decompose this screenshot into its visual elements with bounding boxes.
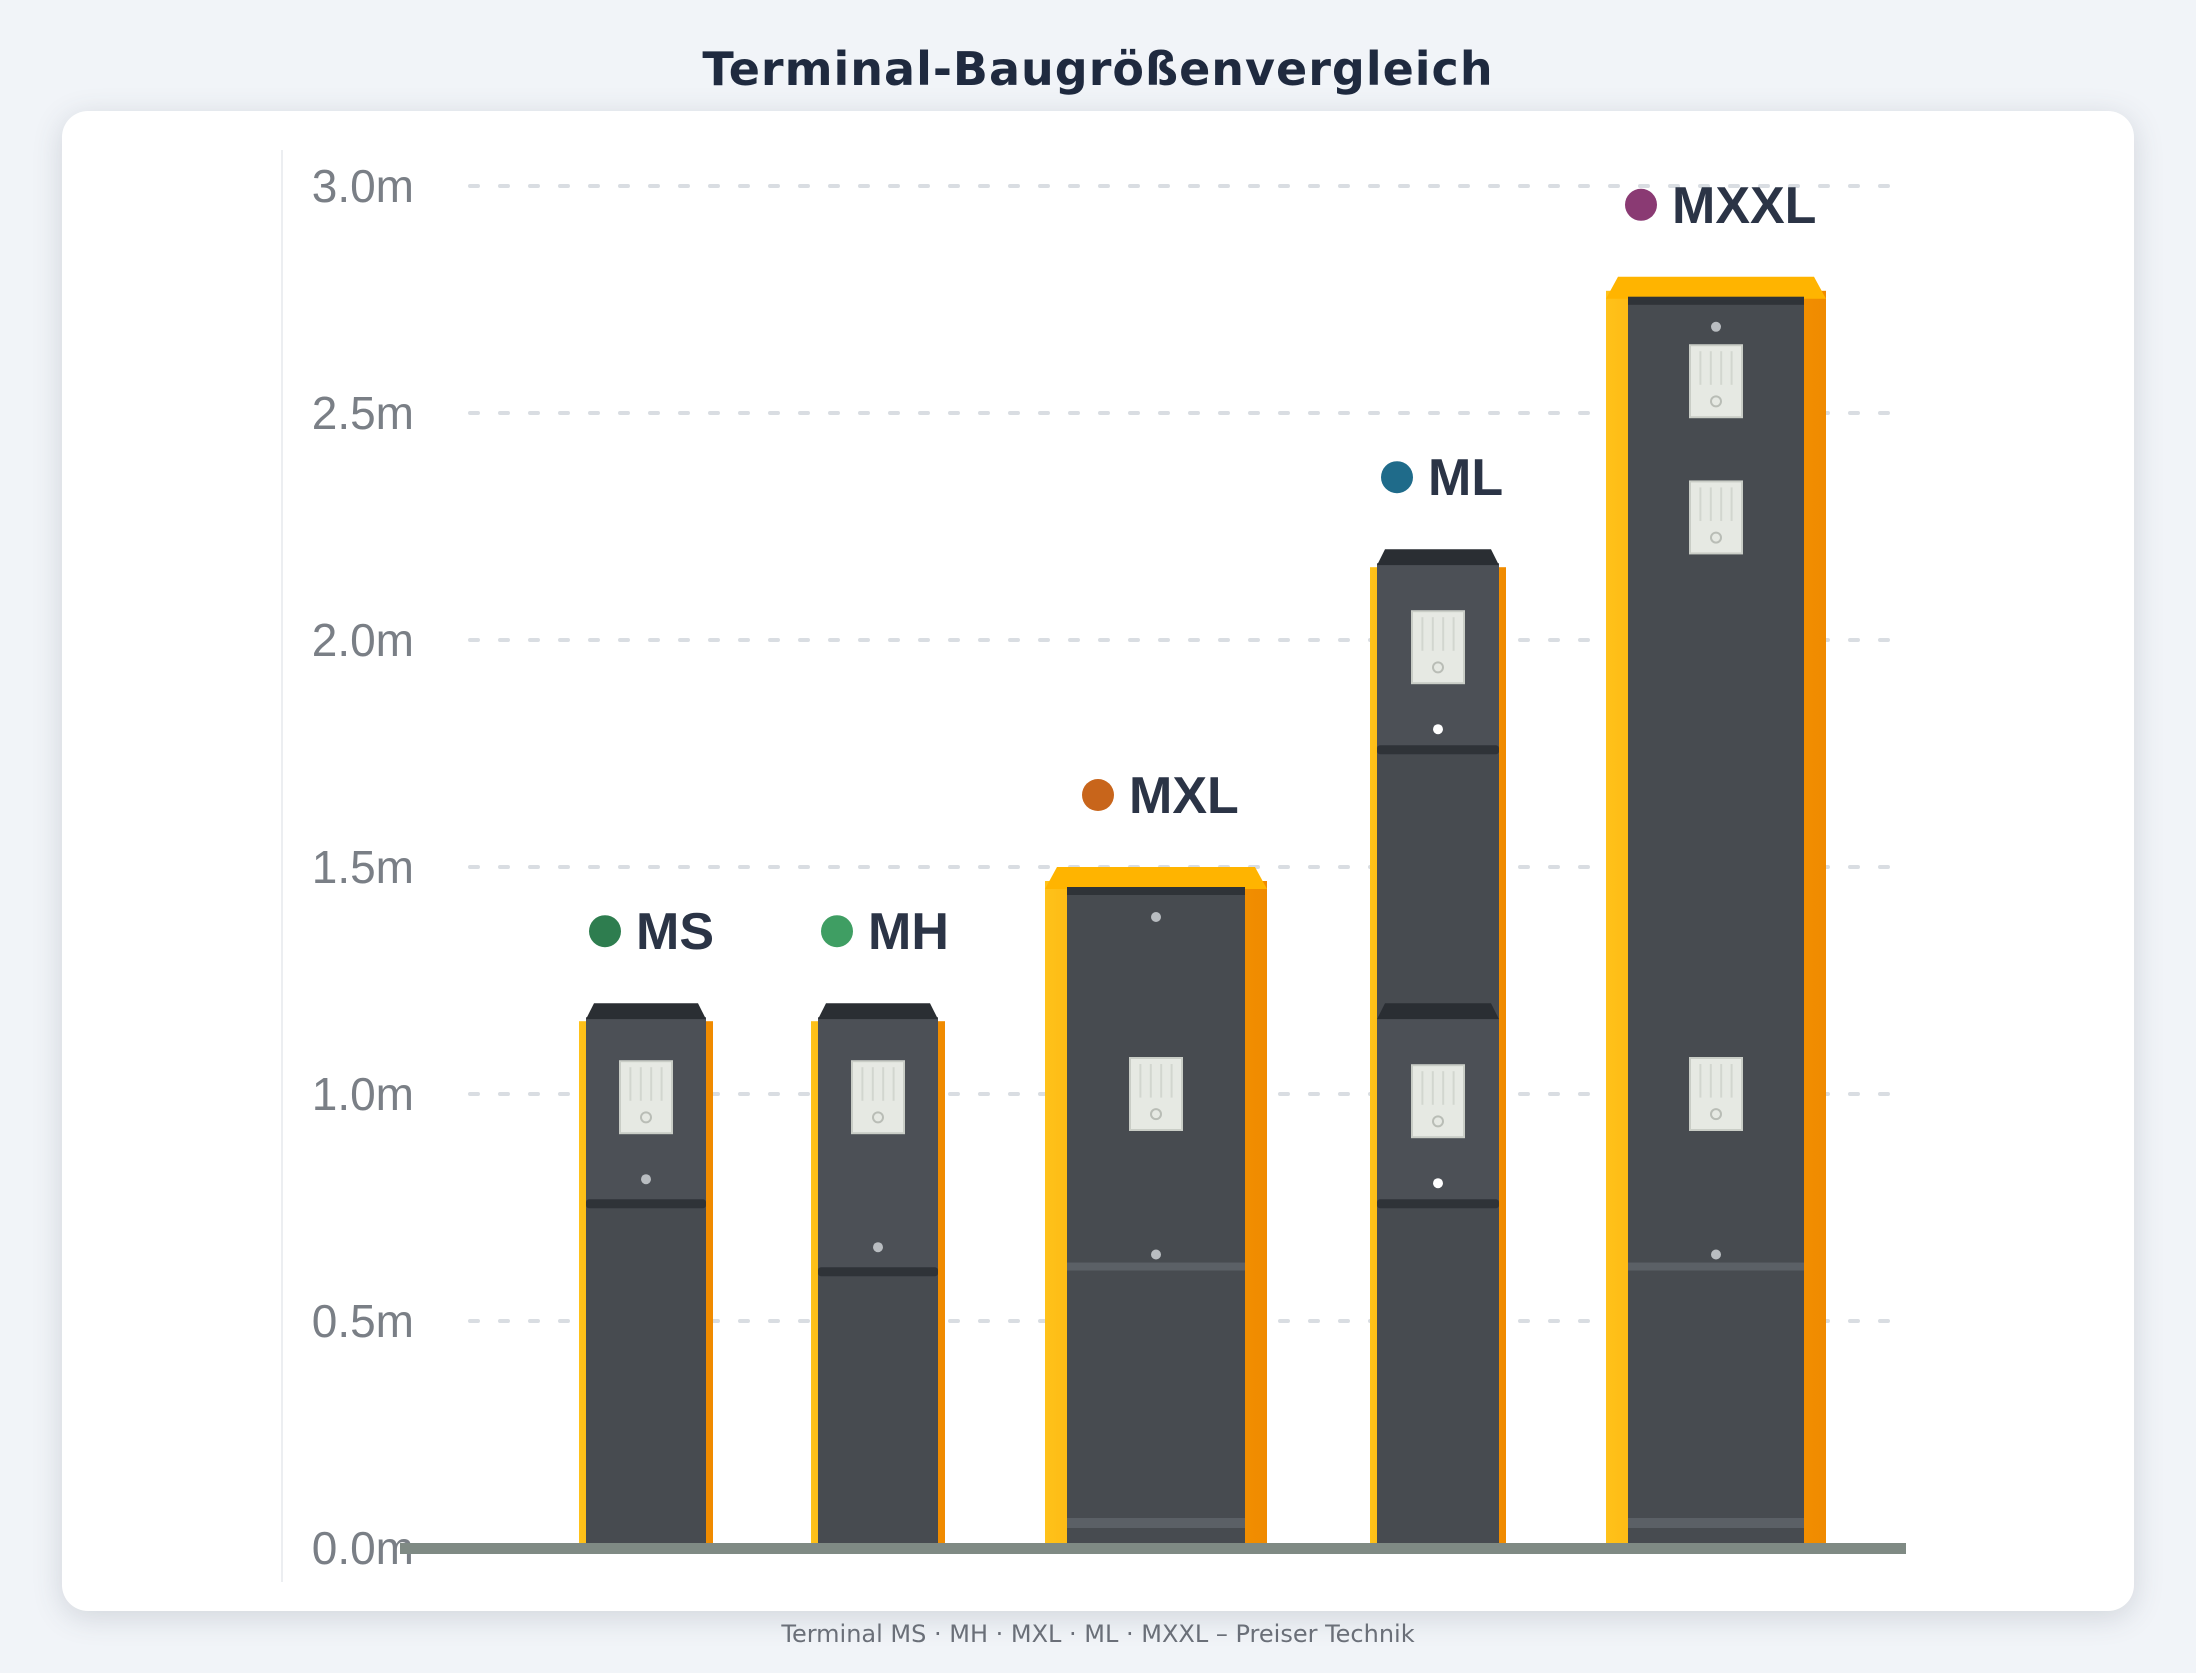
cabinet-cap [1377,1003,1499,1020]
display-panel [851,1060,905,1135]
y-tick-label: 0.5m [312,1295,414,1347]
cabinet-band [1377,1199,1499,1209]
display-panel [1689,1057,1743,1131]
display-panel [1129,1057,1183,1131]
panel-button [872,1111,884,1124]
legend-dot [821,915,853,948]
bar-mxl [1045,867,1267,1548]
cabinet-cap [1377,549,1499,566]
cabinet-lock [873,1242,883,1253]
cabinet-top-band [1067,887,1245,895]
display-panel [1411,610,1465,685]
data-label-mxxl: MXXL [1625,177,1816,235]
bar-value-label: MXXL [1672,177,1816,235]
cabinet-vent [1151,912,1161,922]
panel-button [1710,395,1722,408]
cabinet-cap [818,1003,938,1020]
y-tick-label: 0.0m [312,1522,414,1574]
panel-button [1432,661,1444,674]
cabinet-lock-lower [1433,1178,1443,1189]
page-title: Terminal-Baugrößenvergleich [702,42,1494,96]
terminal-bars: MS MH MXL ML MXXL [579,177,1826,1548]
bar-value-label: MS [636,903,714,961]
cabinet-vent [1711,321,1721,332]
display-panel [619,1060,673,1135]
data-label-ml: ML [1381,449,1503,507]
y-tick-label: 2.0m [312,614,414,666]
legend-dot [1082,779,1114,811]
cabinet-split [1067,1262,1245,1271]
ground-line [400,1543,1906,1554]
panel-button [1150,1108,1162,1121]
panel-button [1710,1108,1722,1121]
cabinet-lock [1711,1249,1721,1260]
legend-dot [1625,188,1657,221]
y-tick-label: 1.0m [312,1068,414,1120]
panel-button [640,1111,652,1124]
data-label-ms: MS [589,903,714,961]
cabinet-roof [1606,276,1826,299]
cabinet-band [586,1199,706,1209]
bar-value-label: MXL [1129,767,1239,825]
panel-button [1710,531,1722,544]
bar-mxxl [1606,276,1826,1548]
y-tick-label: 2.5m [312,387,414,439]
legend-dot [589,915,621,948]
y-tick-label: 1.5m [312,841,414,893]
cabinet-lock [641,1174,651,1185]
bar-ml [1370,549,1506,1548]
cabinet-split [1628,1262,1804,1271]
bar-value-label: MH [868,903,949,961]
data-label-mxl: MXL [1082,767,1239,825]
legend-dot [1381,461,1413,494]
y-tick-labels: 0.0m 0.5m 1.0m 1.5m 2.0m 2.5m 3.0m [312,160,414,1574]
data-label-mh: MH [821,903,949,961]
cabinet-cap [586,1003,706,1020]
cabinet-lock-upper [1433,724,1443,735]
bar-ms [579,1003,713,1548]
bar-mh [811,1003,945,1548]
cabinet-lock [1151,1249,1161,1260]
y-tick-label: 3.0m [312,160,414,212]
display-panel [1689,344,1743,419]
cabinet-band [818,1267,938,1277]
display-panel [1411,1064,1465,1139]
cabinet-top-band [1628,296,1804,305]
cabinet-head [818,1019,938,1272]
cabinet-plinth [1067,1518,1245,1528]
footer-caption: Terminal MS · MH · MXL · ML · MXXL – Pre… [781,1620,1415,1648]
display-panel [1689,480,1743,555]
cabinet-plinth [1628,1518,1804,1528]
cabinet-band [1377,745,1499,755]
panel-button [1432,1115,1444,1128]
bar-value-label: ML [1428,449,1503,507]
cabinet-body [1067,887,1245,1544]
cabinet-roof [1045,867,1267,889]
